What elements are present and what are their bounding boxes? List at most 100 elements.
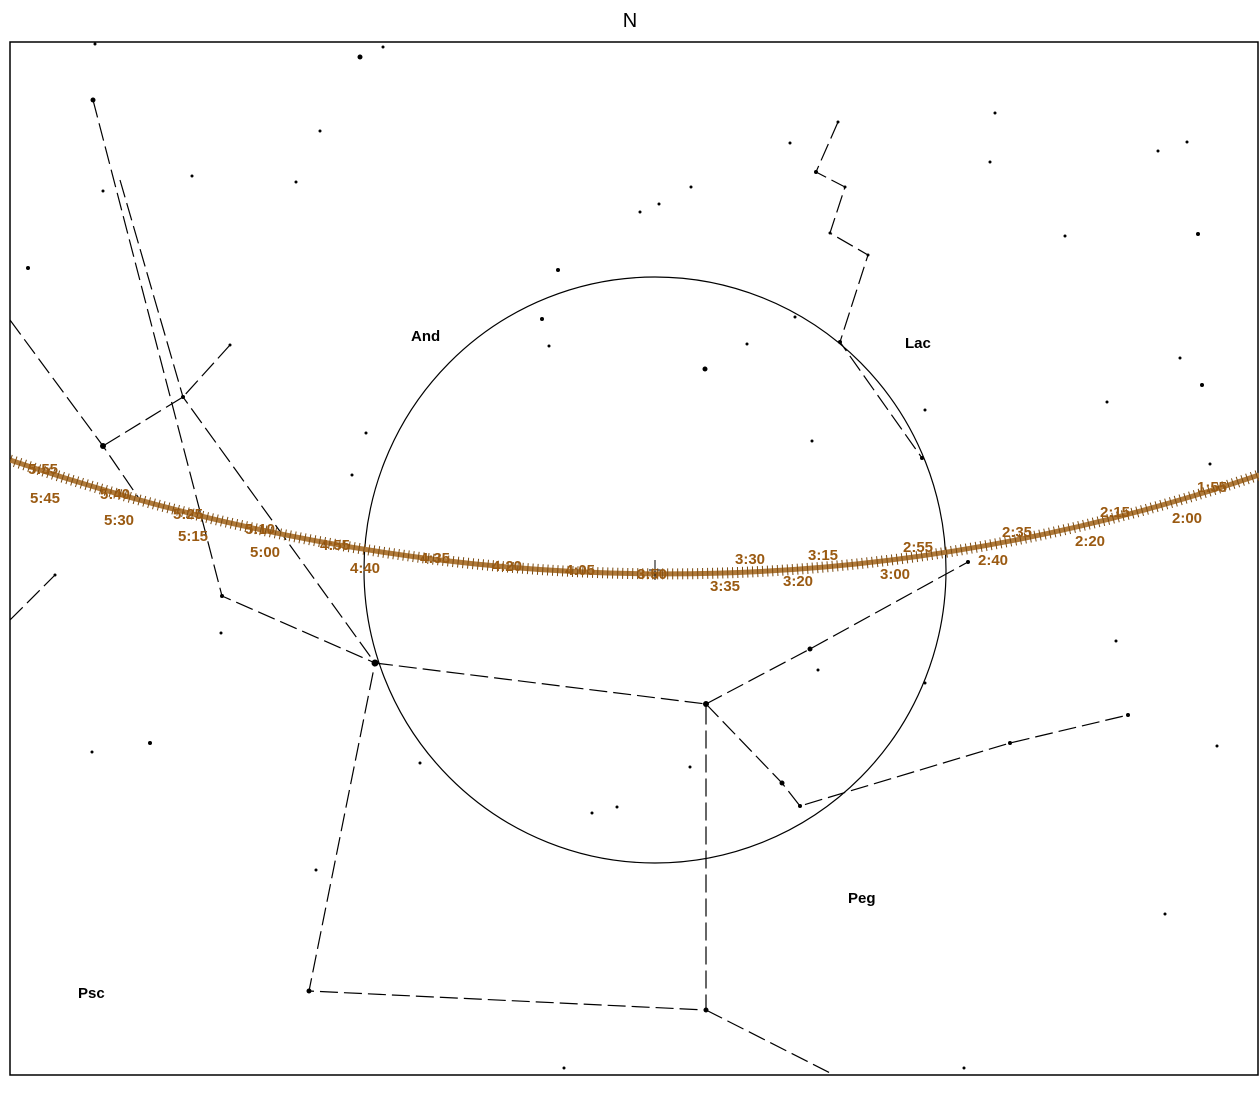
star [1126,713,1130,717]
star [1105,400,1109,404]
star [988,160,992,164]
star [843,185,847,189]
constellation-label: And [411,328,440,345]
constellation-line [10,574,56,621]
track-labels: 5:55 5:40 5:25 5:10 4:55 4:35 4:20 4:05 3:50 3:30… [28,461,1227,595]
star [318,129,322,133]
star [923,408,927,412]
time-label: 4:05 [565,562,595,579]
star [689,185,693,189]
star [993,111,997,115]
star [702,366,708,372]
constellation-line [92,99,376,664]
constellation-line [308,662,707,1011]
star [793,315,797,319]
field-circle [363,276,947,864]
star [962,1066,966,1070]
frame [9,41,1259,1076]
track-ticks [10,454,1259,580]
star [798,804,802,808]
time-label: 2:40 [978,552,1008,569]
star [688,765,692,769]
star [657,202,661,206]
time-label: 2:15 [1100,504,1130,521]
star [357,54,363,60]
star [562,1066,566,1070]
time-label: 2:35 [1002,524,1032,541]
star [93,42,97,46]
time-label: 3:00 [880,566,910,583]
star [547,344,551,348]
time-label: 5:25 [173,506,203,523]
star [788,141,792,145]
star [838,340,842,344]
time-label: 3:15 [808,547,838,564]
time-label: 5:10 [245,521,275,538]
constellation-line [1065,1098,1197,1103]
star [920,456,924,460]
star [540,317,544,321]
star [148,741,152,745]
star [1156,149,1160,153]
star [371,659,379,667]
star [53,573,57,577]
time-label: 4:40 [350,560,380,577]
star [219,631,223,635]
constellation-line [705,703,1129,807]
star [814,170,818,174]
star [556,268,560,272]
constellation-line [705,561,969,705]
star [807,646,813,652]
star [364,431,368,435]
star [220,594,224,598]
constellation-label: Lac [905,335,931,352]
time-label: 3:50 [637,566,667,583]
time-label: 3:20 [783,573,813,590]
time-label: 2:20 [1075,533,1105,550]
time-label: 5:30 [104,512,134,529]
star [703,701,709,707]
time-label: 5:15 [178,528,208,545]
time-label: 1:55 [1197,479,1227,496]
time-label: 4:55 [320,537,350,554]
constellation-line [119,179,376,664]
star [306,988,312,994]
star [228,343,232,347]
constellation-label: Psc [78,985,105,1002]
star [314,868,318,872]
star [966,560,970,564]
star [190,174,194,178]
star [100,443,106,449]
time-label: 4:20 [492,558,522,575]
map-area: And Lac Peg Psc 5:55 5:40 5:25 5:10 4:55 4:35… [10,42,1259,1103]
star [615,805,619,809]
star [418,761,422,765]
star [1200,383,1204,387]
time-label: 4:35 [420,550,450,567]
star [814,1079,817,1082]
star [90,750,94,754]
star [703,1007,709,1013]
star [181,395,185,399]
star [1114,639,1118,643]
time-label: 2:00 [1172,510,1202,527]
constellation-line [102,344,231,447]
star [101,189,105,193]
star [638,210,642,214]
star [381,45,385,49]
star [26,266,30,270]
star [1185,140,1189,144]
star [350,473,354,477]
star [866,253,870,257]
time-label: 2:55 [903,539,933,556]
star [810,439,814,443]
time-label: 5:55 [28,461,58,478]
constellation-lines [10,99,1197,1103]
star [1208,462,1212,466]
time-label: 5:40 [100,486,130,503]
star [1008,741,1012,745]
compass-label: N [623,10,637,32]
time-label: 5:45 [30,490,60,507]
star [1215,744,1219,748]
